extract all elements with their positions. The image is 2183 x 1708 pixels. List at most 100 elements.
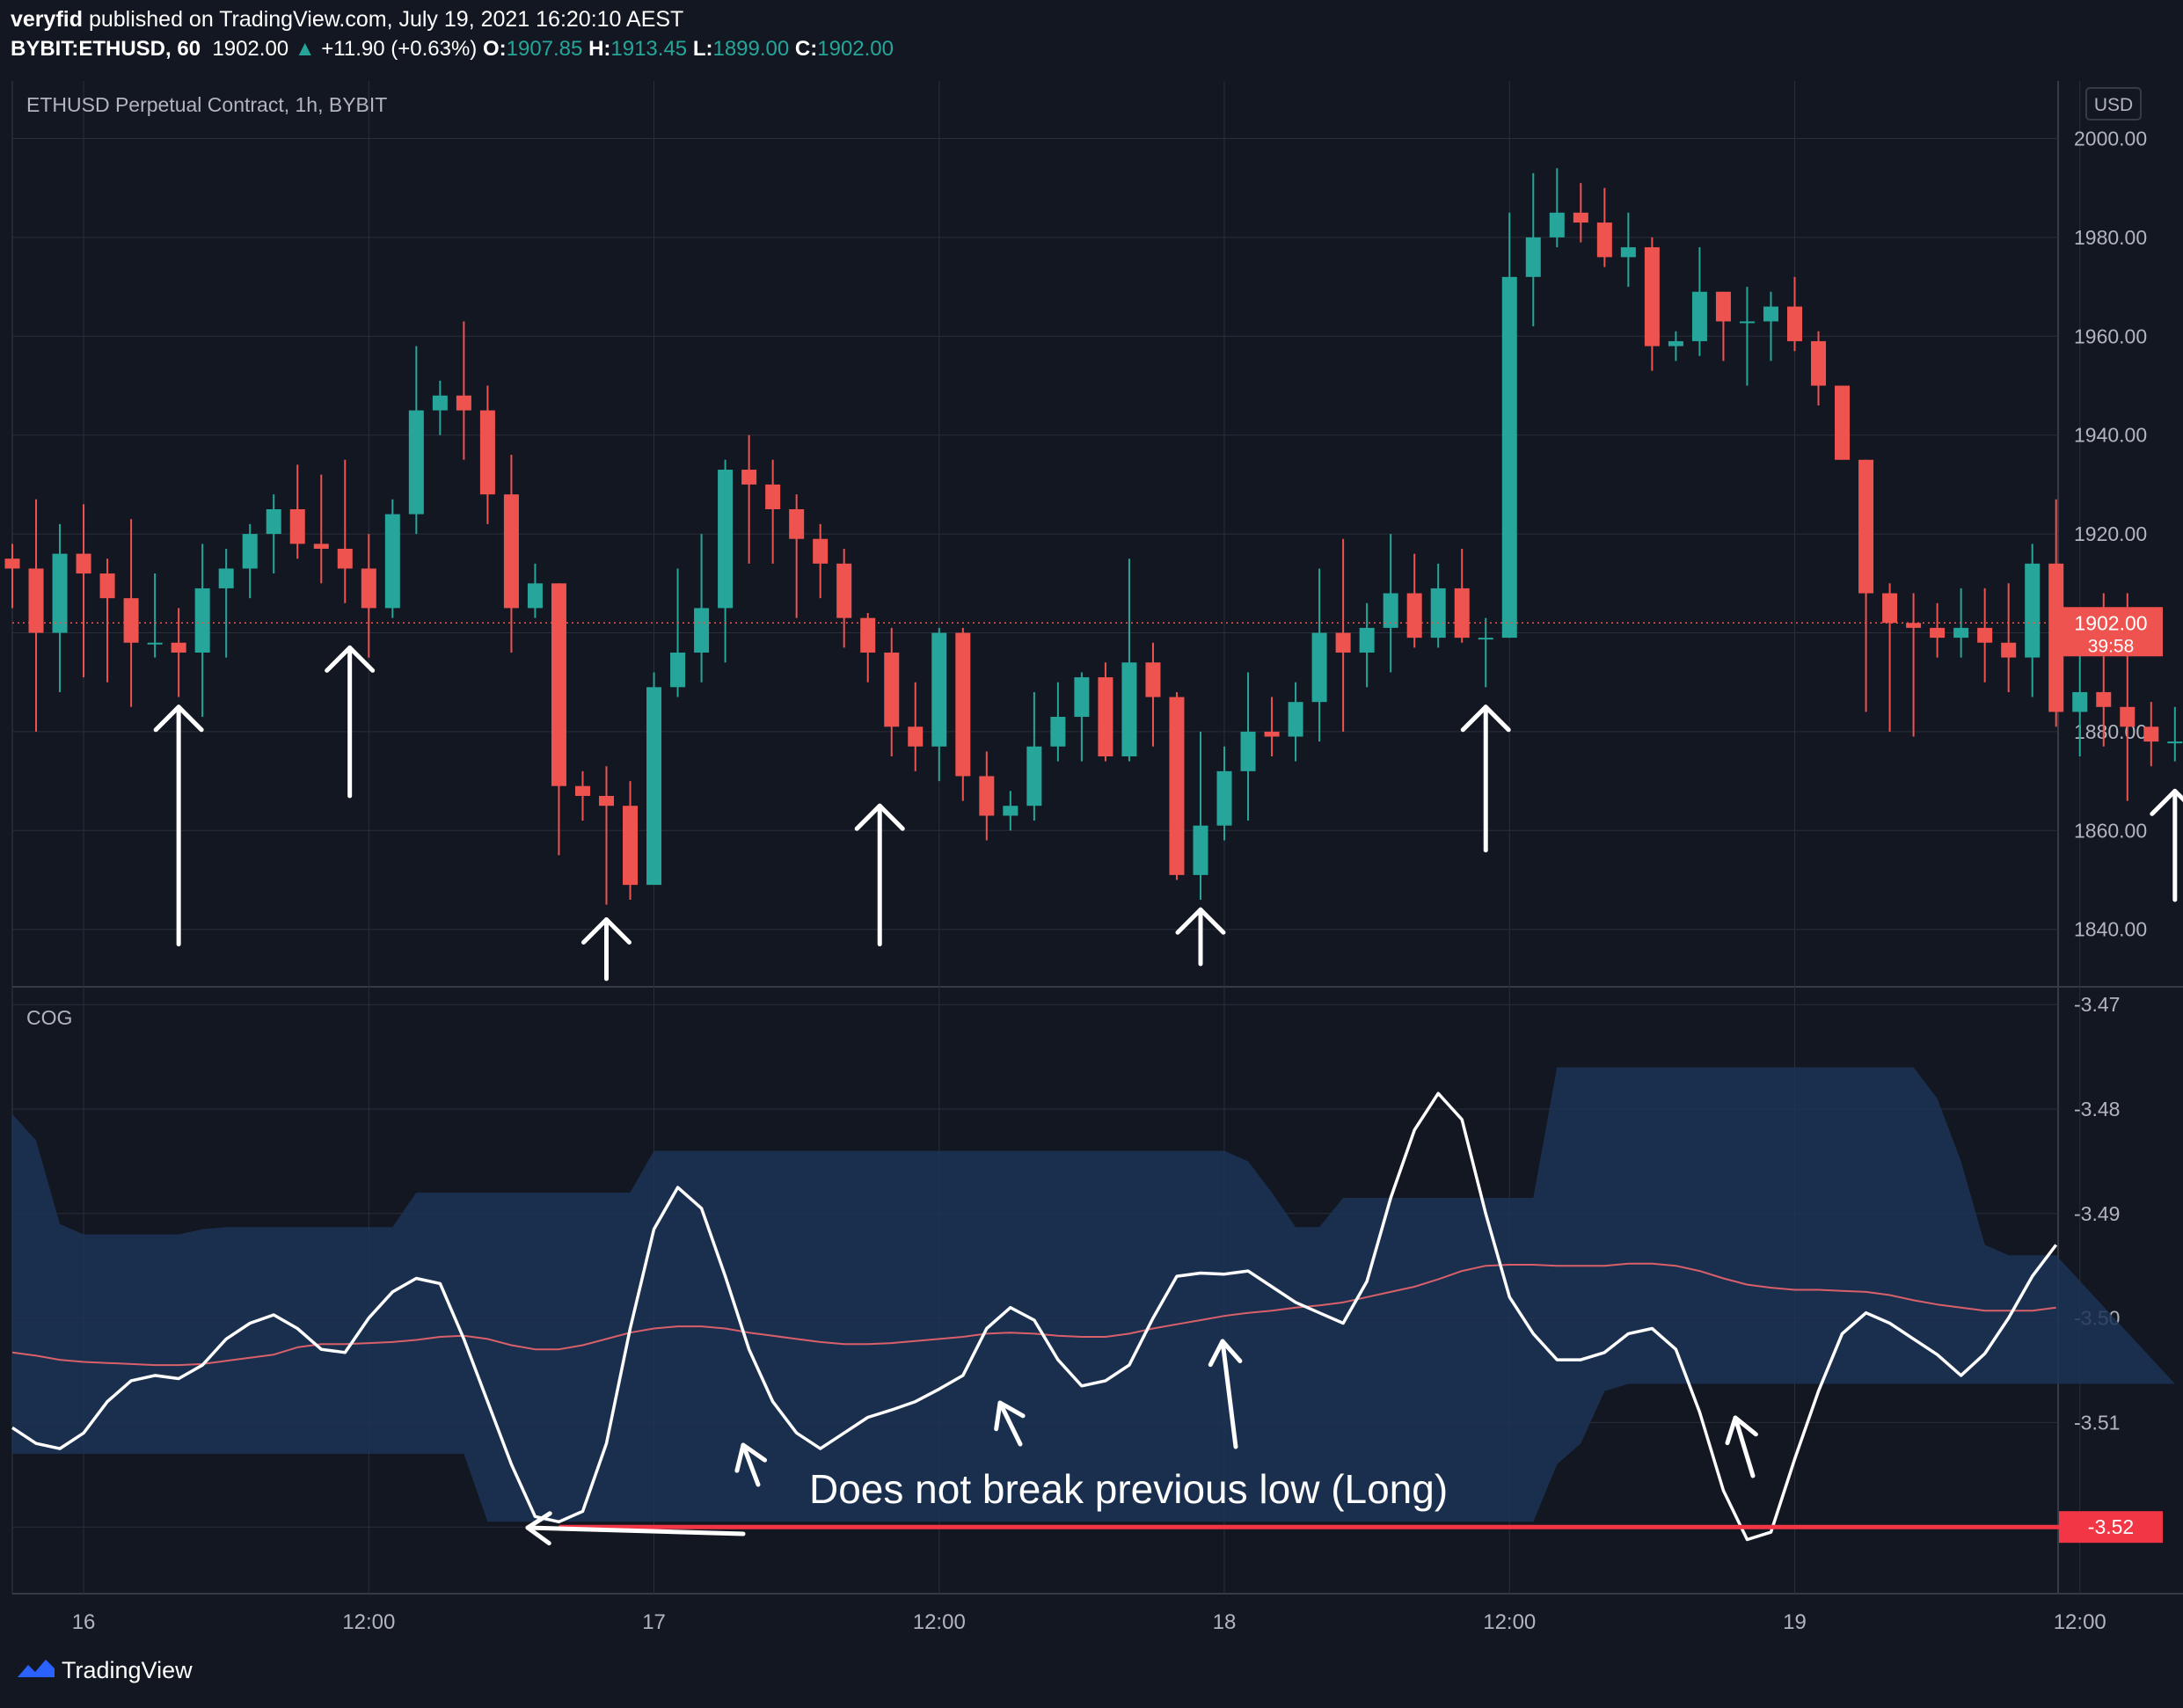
price-axis-label: 1920.00	[2074, 522, 2147, 545]
open-value: 1907.85	[506, 37, 583, 61]
price-pane-title: ETHUSD Perpetual Contract, 1h, BYBIT	[26, 93, 387, 116]
candle	[337, 548, 353, 569]
indicator-arrow	[1733, 1415, 1756, 1478]
candle	[908, 726, 924, 747]
candle	[99, 573, 115, 599]
candle	[28, 568, 44, 633]
candle	[1335, 632, 1351, 653]
last-price-badge	[2059, 607, 2163, 657]
buy-arrow-head	[2150, 788, 2183, 816]
indicator-axis-label: -3.48	[2074, 1098, 2120, 1120]
candle	[1454, 588, 1470, 639]
candle	[1739, 321, 1755, 324]
publisher-name[interactable]: veryfid	[11, 7, 83, 32]
indicator-arrow-head	[994, 1400, 1026, 1432]
candle	[218, 568, 234, 588]
candle	[1359, 627, 1375, 653]
annotation-text: Does not break previous low (Long)	[809, 1466, 1448, 1512]
candle	[194, 588, 210, 653]
candle	[147, 642, 163, 645]
candle	[1715, 291, 1731, 322]
last-price-label: 1902.00	[2074, 611, 2147, 634]
candle	[1763, 306, 1778, 322]
indicator-arrow	[1220, 1339, 1238, 1449]
candle	[527, 583, 543, 609]
candle	[1977, 627, 1993, 643]
indicator-axis-label: -3.47	[2074, 993, 2120, 1016]
candle	[503, 494, 519, 609]
candle	[2167, 741, 2183, 744]
price-axis-label: 1960.00	[2074, 325, 2147, 347]
candle	[242, 534, 258, 569]
candle	[670, 652, 686, 688]
candle	[313, 544, 329, 549]
cog-line	[11, 1091, 2058, 1542]
level-badge	[2059, 1511, 2163, 1544]
candle	[1383, 593, 1398, 628]
price-axis-label: 1840.00	[2074, 918, 2147, 941]
candle	[813, 538, 829, 564]
indicator-arrow	[525, 1525, 746, 1536]
price-axis-label: 1880.00	[2074, 720, 2147, 743]
time-axis-label: 19	[1783, 1610, 1807, 1634]
candle	[1930, 627, 1946, 639]
symbol-label[interactable]: BYBIT:ETHUSD, 60	[11, 37, 201, 61]
candle	[1668, 340, 1683, 347]
candle	[1573, 212, 1588, 223]
indicator-arrow-head	[734, 1442, 768, 1473]
candle	[1098, 677, 1113, 756]
candle	[765, 484, 781, 509]
price-axis-label: 1940.00	[2074, 424, 2147, 447]
indicator-arrow	[741, 1442, 761, 1487]
candle	[1620, 247, 1636, 258]
indicator-arrow-head	[1725, 1415, 1758, 1446]
time-axis-label: 12:00	[2054, 1610, 2106, 1634]
publish-info: veryfid published on TradingView.com, Ju…	[11, 7, 683, 33]
indicator-pane-title: COG	[26, 1006, 72, 1029]
candle	[2120, 706, 2136, 727]
candle	[76, 553, 91, 574]
candle	[1145, 662, 1161, 697]
indicator-arrow-head	[525, 1511, 552, 1546]
candle	[1501, 276, 1517, 639]
tradingview-branding[interactable]: TradingView	[16, 1657, 193, 1685]
candle	[2025, 563, 2041, 658]
candle	[1478, 638, 1493, 640]
candle	[266, 509, 281, 535]
level-label: -3.52	[2088, 1515, 2134, 1538]
candle	[456, 395, 471, 411]
candle	[694, 608, 710, 653]
candle	[741, 470, 757, 485]
candle	[2048, 563, 2064, 712]
indicator-arrow-head	[1208, 1339, 1243, 1368]
bar-countdown-label: 39:58	[2088, 636, 2135, 656]
ohlc-legend: BYBIT:ETHUSD, 60 1902.00 ▲ +11.90 (+0.63…	[11, 37, 894, 61]
candle	[1430, 588, 1446, 639]
candle	[789, 509, 805, 539]
buy-arrow-head	[1460, 704, 1511, 733]
currency-button[interactable]	[2085, 87, 2142, 120]
up-triangle-icon: ▲	[294, 37, 316, 61]
time-axis-label: 16	[72, 1610, 96, 1634]
candle	[646, 687, 662, 886]
candle	[171, 642, 186, 653]
candle	[408, 410, 424, 515]
buy-arrow-head	[1175, 907, 1226, 935]
candle	[1074, 677, 1090, 718]
cog-band-fill	[12, 1067, 2175, 1522]
indicator-axis-label: -3.49	[2074, 1202, 2120, 1225]
candle	[4, 558, 20, 569]
candle	[479, 410, 495, 495]
close-value: 1902.00	[817, 37, 894, 61]
candle	[1169, 697, 1185, 875]
time-axis-label: 17	[642, 1610, 666, 1634]
time-axis-label: 18	[1213, 1610, 1237, 1634]
candle	[979, 776, 995, 816]
last-price: 1902.00	[212, 37, 289, 61]
candle	[1858, 459, 1874, 594]
cog-signal-line	[11, 1262, 2056, 1367]
candle	[1549, 212, 1565, 237]
candle	[2143, 726, 2159, 742]
candle	[1050, 717, 1066, 747]
